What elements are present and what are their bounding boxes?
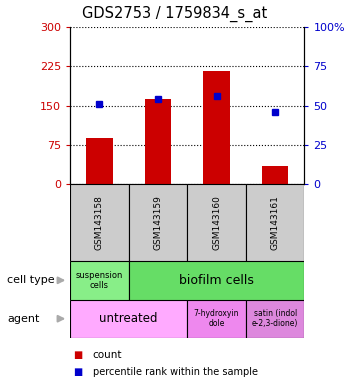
Text: ■: ■ <box>74 367 83 377</box>
Bar <box>246 300 304 338</box>
Text: GDS2753 / 1759834_s_at: GDS2753 / 1759834_s_at <box>82 5 268 22</box>
Text: percentile rank within the sample: percentile rank within the sample <box>93 367 258 377</box>
Text: GSM143160: GSM143160 <box>212 195 221 250</box>
Text: count: count <box>93 350 122 360</box>
Bar <box>203 71 230 184</box>
Bar <box>70 300 187 338</box>
Bar <box>262 166 288 184</box>
Bar <box>70 184 129 261</box>
Bar <box>86 138 112 184</box>
Text: ■: ■ <box>74 350 83 360</box>
Text: GSM143159: GSM143159 <box>153 195 162 250</box>
Text: suspension
cells: suspension cells <box>76 271 123 290</box>
Bar <box>145 99 171 184</box>
Text: agent: agent <box>7 314 39 324</box>
Bar <box>70 261 129 300</box>
Bar <box>129 261 304 300</box>
Bar <box>187 300 246 338</box>
Bar <box>129 184 187 261</box>
Text: biofilm cells: biofilm cells <box>179 274 254 287</box>
Text: satin (indol
e-2,3-dione): satin (indol e-2,3-dione) <box>252 309 298 328</box>
Text: 7-hydroxyin
dole: 7-hydroxyin dole <box>194 309 239 328</box>
Bar <box>187 184 246 261</box>
Text: GSM143161: GSM143161 <box>271 195 280 250</box>
Text: GSM143158: GSM143158 <box>95 195 104 250</box>
Text: cell type: cell type <box>7 275 55 285</box>
Text: untreated: untreated <box>99 312 158 325</box>
Bar <box>246 184 304 261</box>
